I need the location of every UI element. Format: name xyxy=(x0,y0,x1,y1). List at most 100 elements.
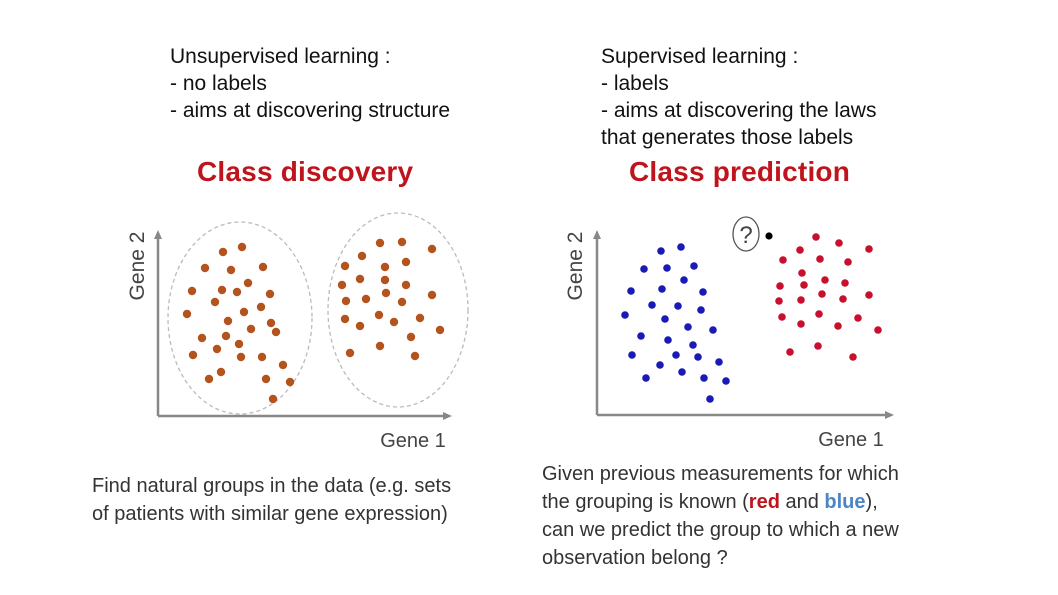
scatter-point xyxy=(427,290,437,300)
scatter-point xyxy=(340,261,350,271)
caption-line: Given previous measurements for which xyxy=(542,463,899,485)
scatter-point xyxy=(246,324,256,334)
scatter-point xyxy=(258,262,268,272)
scatter-point xyxy=(340,314,350,324)
scatter-point xyxy=(797,296,805,304)
caption-line: of patients with similar gene expression… xyxy=(92,503,448,525)
blue-class-points xyxy=(621,243,730,403)
scatter-point xyxy=(844,258,852,266)
scatter-point xyxy=(389,317,399,327)
scatter-point xyxy=(265,289,275,299)
class-discovery-plot: Gene 2 Gene 1 xyxy=(126,212,469,452)
caption-line: observation belong ? xyxy=(542,547,728,569)
scatter-point xyxy=(278,360,288,370)
scatter-point xyxy=(677,243,685,251)
scatter-point xyxy=(835,239,843,247)
caption-line: the grouping is known (red and blue), xyxy=(542,488,899,516)
scatter-point xyxy=(775,297,783,305)
scatter-point xyxy=(397,237,407,247)
scatter-point xyxy=(664,336,672,344)
scatter-point xyxy=(271,327,281,337)
scatter-point xyxy=(212,344,222,354)
scatter-point xyxy=(182,309,192,319)
scatter-point xyxy=(657,247,665,255)
scatter-point xyxy=(204,374,214,384)
scatter-point xyxy=(218,247,228,257)
scatter-point xyxy=(188,350,198,360)
scatter-point xyxy=(672,351,680,359)
caption-line: Find natural groups in the data (e.g. se… xyxy=(92,475,452,497)
scatter-point xyxy=(776,282,784,290)
scatter-point xyxy=(661,315,669,323)
scatter-point xyxy=(355,274,365,284)
red-class-points xyxy=(775,233,882,361)
scatter-point xyxy=(285,377,295,387)
scatter-point xyxy=(197,333,207,343)
caption-text: the grouping is known ( xyxy=(542,491,749,513)
scatter-point xyxy=(261,374,271,384)
scatter-point xyxy=(337,280,347,290)
scatter-point xyxy=(239,307,249,317)
scatter-point xyxy=(648,301,656,309)
scatter-point xyxy=(663,264,671,272)
scatter-point xyxy=(217,285,227,295)
scatter-point xyxy=(700,374,708,382)
scatter-point xyxy=(642,374,650,382)
scatter-point xyxy=(674,302,682,310)
scatter-point xyxy=(427,244,437,254)
scatter-point xyxy=(243,278,253,288)
scatter-point xyxy=(375,341,385,351)
scatter-point xyxy=(381,288,391,298)
scatter-point xyxy=(834,322,842,330)
scatter-point xyxy=(854,314,862,322)
scatter-point xyxy=(256,302,266,312)
scatter-point xyxy=(778,313,786,321)
scatter-point xyxy=(226,265,236,275)
scatter-point xyxy=(435,325,445,335)
scatter-point xyxy=(690,262,698,270)
scatter-point xyxy=(187,286,197,296)
scatter-point xyxy=(779,256,787,264)
scatter-point xyxy=(216,367,226,377)
scatter-point xyxy=(815,310,823,318)
discovery-points xyxy=(182,237,445,404)
scatter-point xyxy=(357,251,367,261)
scatter-point xyxy=(874,326,882,334)
scatter-point xyxy=(410,351,420,361)
scatter-point xyxy=(234,339,244,349)
scatter-point xyxy=(800,281,808,289)
scatter-point xyxy=(406,332,416,342)
scatter-point xyxy=(200,263,210,273)
scatter-point xyxy=(786,348,794,356)
scatter-point xyxy=(814,342,822,350)
scatter-point xyxy=(223,316,233,326)
scatter-point xyxy=(355,321,365,331)
scatter-point xyxy=(797,320,805,328)
scatter-point xyxy=(796,246,804,254)
scatter-point xyxy=(341,296,351,306)
unsupervised-point: - no labels xyxy=(170,72,267,95)
scatter-point xyxy=(401,280,411,290)
scatter-point xyxy=(818,290,826,298)
scatter-point xyxy=(266,318,276,328)
supervised-point-continued: that generates those labels xyxy=(601,126,854,149)
scatter-point xyxy=(237,242,247,252)
caption-text: and xyxy=(779,491,825,513)
scatter-point xyxy=(380,262,390,272)
unsupervised-point: - aims at discovering structure xyxy=(170,99,451,122)
scatter-point xyxy=(678,368,686,376)
scatter-point xyxy=(397,297,407,307)
blue-word: blue xyxy=(824,491,866,513)
scatter-point xyxy=(415,313,425,323)
x-axis-label: Gene 1 xyxy=(818,429,884,451)
scatter-point xyxy=(697,306,705,314)
question-bubble xyxy=(732,216,760,252)
supervised-point: - labels xyxy=(601,72,669,95)
y-axis-label: Gene 2 xyxy=(126,232,149,301)
scatter-point xyxy=(621,311,629,319)
scatter-point xyxy=(715,358,723,366)
scatter-point xyxy=(380,275,390,285)
scatter-point xyxy=(374,310,384,320)
scatter-point xyxy=(849,353,857,361)
